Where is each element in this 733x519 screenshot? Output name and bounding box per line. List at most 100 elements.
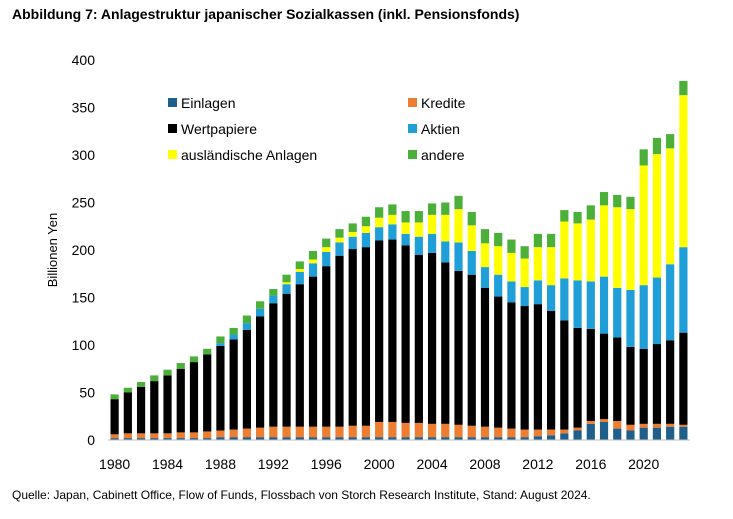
bar-segment xyxy=(295,271,304,285)
bar-segment xyxy=(322,247,331,252)
bar-segment xyxy=(269,426,278,438)
bar-segment xyxy=(666,340,675,424)
bar-segment xyxy=(150,381,159,434)
bar-segment xyxy=(189,438,199,440)
bar-segment xyxy=(256,308,265,317)
bar-segment xyxy=(414,437,423,440)
bar-segment xyxy=(560,320,569,430)
bar-segment xyxy=(626,424,635,431)
bar-segment xyxy=(626,289,635,347)
bar-segment xyxy=(110,399,119,435)
bar-segment xyxy=(150,375,159,382)
bar-segment xyxy=(666,134,675,149)
bar-segment xyxy=(652,423,662,428)
bar-segment xyxy=(454,209,463,243)
bar-segment xyxy=(441,437,450,440)
bar-segment xyxy=(599,421,609,440)
y-tick-label: 300 xyxy=(72,147,96,163)
x-tick-label: 1984 xyxy=(152,456,183,472)
bar-segment xyxy=(295,437,304,440)
legend-swatch xyxy=(168,150,177,159)
bar-segment xyxy=(295,261,304,269)
bar-segment xyxy=(639,427,648,440)
legend-swatch xyxy=(168,124,177,133)
bar-segment xyxy=(507,252,516,282)
bar-segment xyxy=(507,437,516,440)
y-tick-label: 0 xyxy=(87,432,95,448)
bar-segment xyxy=(176,363,185,369)
x-tick-label: 2000 xyxy=(364,456,395,472)
legend: Einlagen Kredite Wertpapiere Aktien ausländi… xyxy=(168,95,466,163)
bar-segment xyxy=(507,428,516,438)
bar-segment xyxy=(401,422,410,438)
bar-segment xyxy=(348,437,357,440)
x-tick-label: 1980 xyxy=(99,456,130,472)
bar-segment xyxy=(626,430,635,440)
bar-segment xyxy=(467,212,476,226)
bar-segment xyxy=(229,437,238,440)
bar-segment xyxy=(229,429,238,438)
bar-segment xyxy=(427,233,437,253)
bar-segment xyxy=(242,315,251,324)
bar-segment xyxy=(613,421,622,429)
bar-segment xyxy=(573,280,582,328)
bar-segment xyxy=(652,154,662,278)
bar-segment xyxy=(586,219,595,282)
bar-segment xyxy=(322,251,331,267)
legend-swatch xyxy=(408,98,417,107)
y-tick-label: 150 xyxy=(72,290,96,306)
bar-segment xyxy=(136,386,146,434)
bar-segment xyxy=(573,212,582,224)
legend-swatch xyxy=(408,150,417,159)
bar-segment xyxy=(639,348,648,424)
bar-segment xyxy=(467,225,476,251)
bar-segment xyxy=(679,247,688,333)
bar-segment xyxy=(599,333,609,420)
bar-segment xyxy=(613,194,622,208)
bar-segment xyxy=(454,242,463,271)
bar-segment xyxy=(441,423,450,438)
bar-segment xyxy=(679,95,688,248)
bar-segment xyxy=(533,247,542,281)
bar-segment xyxy=(586,421,595,424)
bar-segment xyxy=(494,427,503,438)
bar-segment xyxy=(480,267,490,288)
bar-segment xyxy=(361,437,371,440)
bar-segment xyxy=(467,274,476,426)
legend-label: ausländische Anlagen xyxy=(181,147,317,163)
bar-segment xyxy=(295,284,304,427)
bar-segment xyxy=(388,437,397,440)
bar-segment xyxy=(361,216,371,227)
legend-label: Einlagen xyxy=(181,95,236,111)
bar-segment xyxy=(335,242,344,256)
bar-segment xyxy=(308,426,318,438)
bar-segment xyxy=(216,345,225,431)
x-tick-label: 2012 xyxy=(522,456,553,472)
bar-segment xyxy=(388,421,397,438)
bar-segment xyxy=(454,437,463,440)
bar-segment xyxy=(454,270,463,425)
bar-segment xyxy=(494,232,503,247)
bar-segment xyxy=(189,356,199,363)
bar-segment xyxy=(507,239,516,253)
bar-segment xyxy=(322,238,331,248)
bar-segment xyxy=(189,362,199,433)
bar-segment xyxy=(414,422,423,438)
bar-segment xyxy=(216,343,225,346)
bar-segment xyxy=(242,329,251,429)
bar-segment xyxy=(560,221,569,279)
bar-segment xyxy=(507,281,516,303)
bar-segment xyxy=(480,288,490,427)
bar-segment xyxy=(427,214,437,234)
bar-segment xyxy=(467,425,476,438)
bar-segment xyxy=(229,339,238,430)
chart-title: Abbildung 7: Anlagestruktur japanischer … xyxy=(12,6,520,22)
bar-segment xyxy=(427,423,437,438)
bar-segment xyxy=(679,424,688,427)
x-tick-label: 1996 xyxy=(311,456,342,472)
y-tick-label: 250 xyxy=(72,195,96,211)
bar-segment xyxy=(375,240,384,422)
bar-segment xyxy=(613,428,622,440)
bar-segment xyxy=(335,255,344,427)
bar-segment xyxy=(454,424,463,438)
